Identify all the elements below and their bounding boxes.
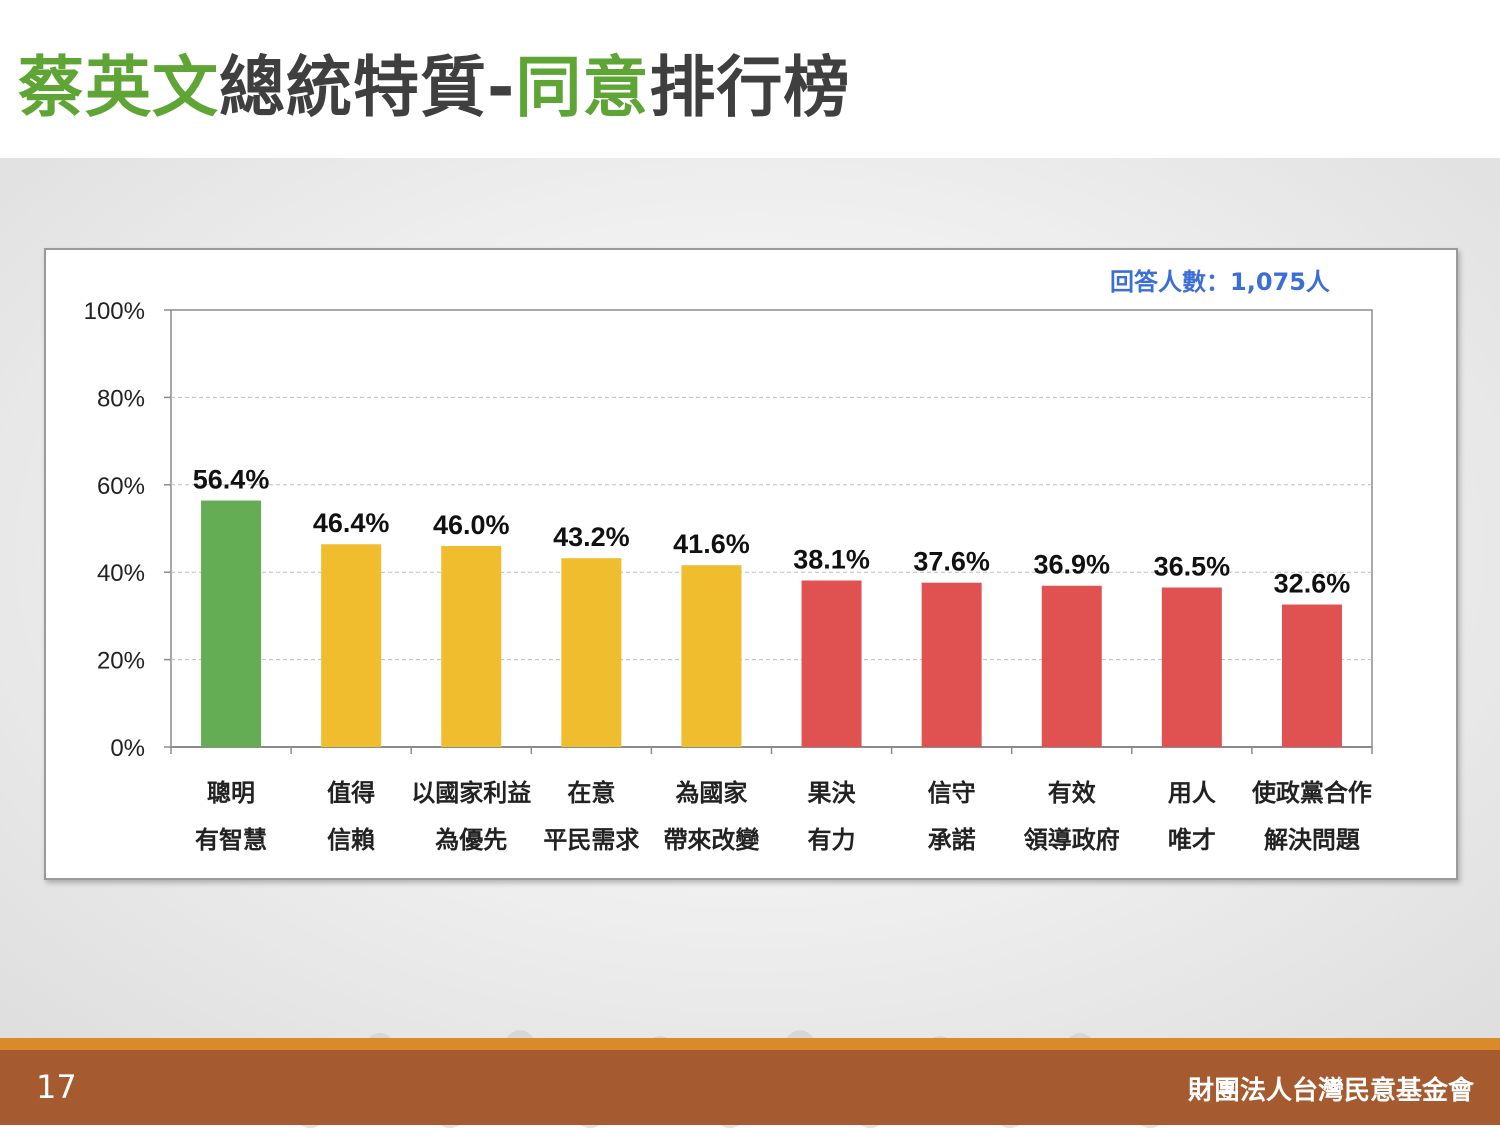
data-label: 56.4%	[193, 465, 270, 495]
bar	[801, 580, 862, 747]
data-label: 43.2%	[553, 522, 630, 552]
x-category-label: 使政黨合作	[1251, 779, 1372, 807]
data-label: 36.5%	[1154, 551, 1231, 581]
data-label: 32.6%	[1274, 569, 1351, 599]
bar	[681, 565, 742, 747]
page-title: 蔡英文總統特質-同意排行榜	[18, 34, 850, 130]
x-category-label: 解決問題	[1264, 826, 1361, 854]
bar	[1161, 587, 1222, 747]
x-category-label: 有智慧	[195, 826, 267, 854]
x-category-label: 平民需求	[543, 826, 639, 854]
footer-stripe	[0, 1038, 1500, 1050]
bar	[1281, 604, 1342, 747]
data-label: 46.0%	[433, 510, 510, 540]
bar	[921, 582, 982, 747]
bar	[441, 545, 502, 747]
x-category-label: 在意	[567, 779, 615, 807]
title-ranking: 排行榜	[649, 49, 851, 126]
title-name: 蔡英文	[18, 49, 219, 126]
organization-name: 財團法人台灣民意基金會	[1187, 1076, 1474, 1106]
y-tick-label: 60%	[97, 473, 145, 500]
x-category-label: 信守	[928, 779, 976, 807]
x-category-label: 信賴	[327, 826, 375, 854]
x-category-label: 有力	[808, 826, 856, 854]
x-category-label: 果決	[808, 779, 857, 807]
y-tick-label: 100%	[84, 298, 145, 325]
x-category-label: 用人	[1168, 779, 1216, 807]
chart-panel: 0% 20% 40% 60% 80% 100% 56.4% 聰明有智慧 46.4% 值得信賴 46.…	[44, 248, 1458, 880]
x-category-label: 唯才	[1168, 826, 1216, 854]
bar	[561, 558, 622, 747]
x-category-label: 為國家	[675, 779, 747, 807]
title-agree: 同意	[515, 49, 650, 126]
respondent-count: 回答人數：1,075人	[1110, 268, 1330, 296]
y-tick-label: 0%	[110, 735, 145, 762]
page-number: 17	[36, 1068, 77, 1106]
x-category-label: 帶來改變	[663, 826, 760, 854]
title-bar: 蔡英文總統特質-同意排行榜	[0, 0, 1500, 158]
bar	[201, 500, 262, 747]
x-category-label: 領導政府	[1024, 826, 1120, 854]
y-tick-label: 80%	[97, 385, 145, 412]
x-category-label: 為優先	[435, 826, 507, 854]
title-traits: 總統特質-	[219, 49, 516, 126]
x-category-label: 承諾	[928, 826, 976, 854]
bar	[321, 544, 382, 747]
data-label: 46.4%	[313, 508, 390, 538]
x-category-label: 有效	[1048, 779, 1096, 807]
data-label: 41.6%	[673, 529, 750, 559]
data-label: 38.1%	[793, 545, 870, 575]
y-tick-label: 20%	[97, 648, 145, 675]
y-tick-label: 40%	[97, 560, 145, 587]
data-label: 37.6%	[913, 547, 990, 577]
footer-bar	[0, 1050, 1500, 1125]
data-label: 36.9%	[1033, 550, 1110, 580]
bar	[1041, 585, 1102, 747]
x-category-label: 值得	[327, 779, 375, 807]
x-category-label: 以國家利益	[411, 779, 531, 807]
x-category-label: 聰明	[207, 779, 255, 807]
